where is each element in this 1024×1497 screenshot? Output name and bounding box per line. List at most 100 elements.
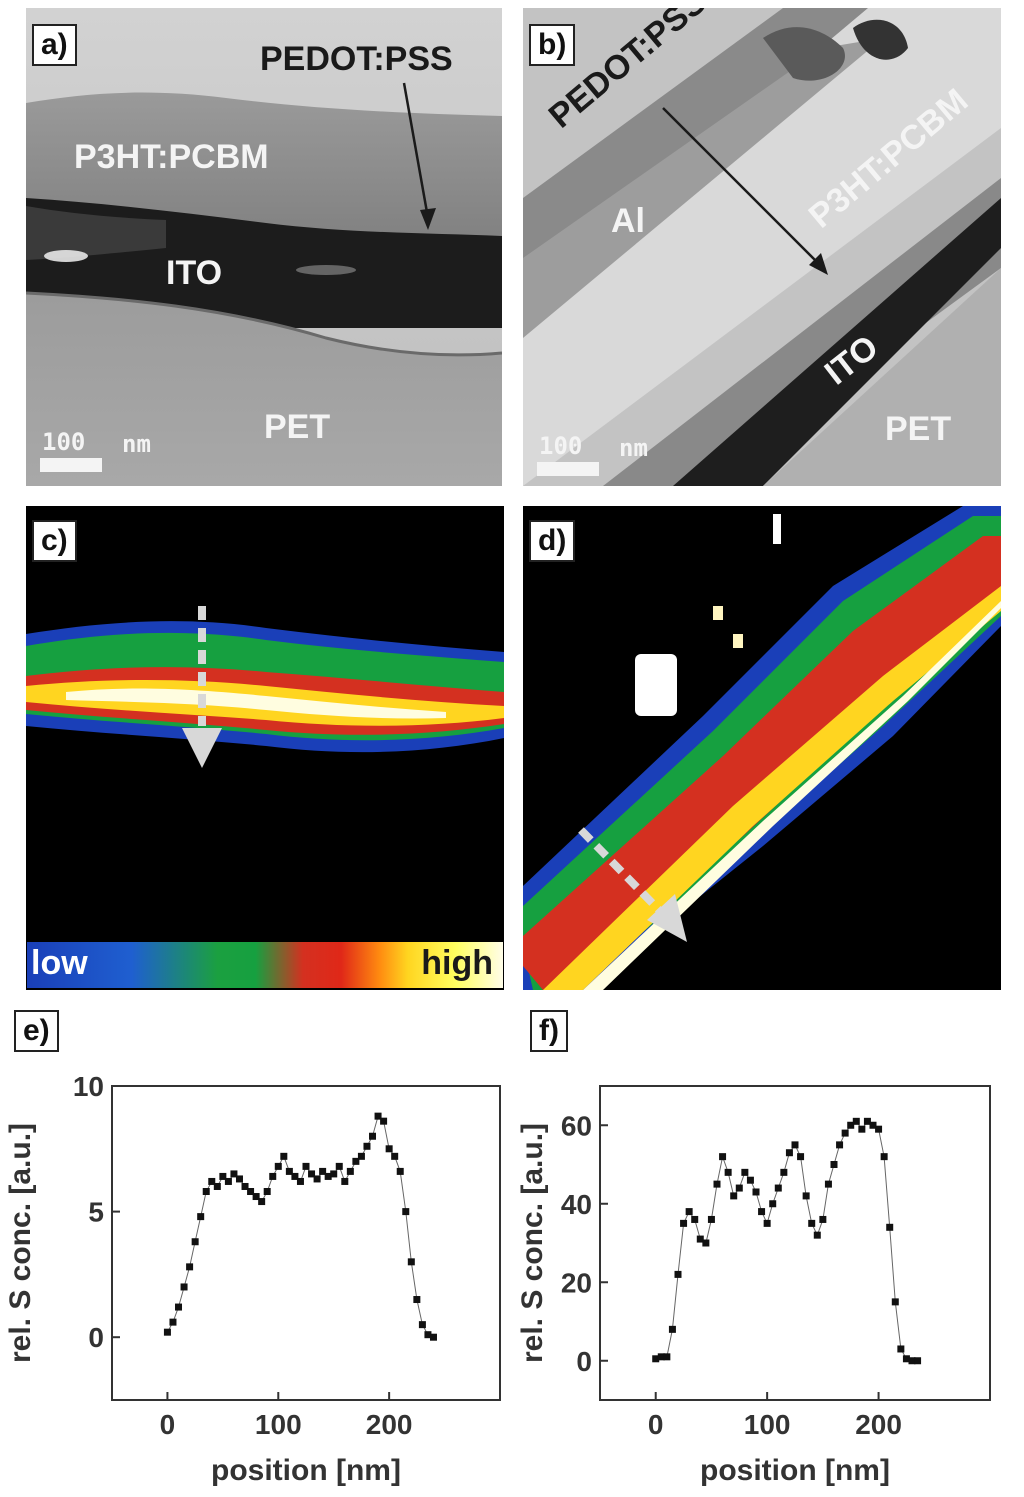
y-tick-label: 5 bbox=[88, 1197, 104, 1228]
y-tick-label: 10 bbox=[73, 1071, 104, 1102]
data-point bbox=[319, 1167, 327, 1175]
data-point bbox=[191, 1238, 199, 1246]
data-point bbox=[241, 1182, 249, 1190]
data-point bbox=[752, 1188, 760, 1196]
x-tick-label: 0 bbox=[648, 1409, 664, 1440]
sulfur-map-d bbox=[523, 506, 1001, 990]
data-point bbox=[235, 1175, 243, 1183]
data-point bbox=[897, 1345, 905, 1353]
pedot-pss-arrow-a bbox=[402, 82, 436, 230]
scale-bar-value-b: 100 bbox=[539, 432, 583, 460]
y-tick-label: 40 bbox=[561, 1189, 592, 1220]
panel-d-sulfur-map: d) bbox=[523, 506, 1001, 990]
data-point bbox=[797, 1153, 805, 1161]
data-point bbox=[269, 1172, 277, 1180]
data-point bbox=[769, 1200, 777, 1208]
tem-image-b bbox=[523, 8, 1001, 486]
data-point bbox=[785, 1149, 793, 1157]
data-point bbox=[424, 1331, 432, 1339]
data-point bbox=[274, 1162, 282, 1170]
data-point bbox=[808, 1219, 816, 1227]
data-point bbox=[852, 1117, 860, 1125]
data-point bbox=[841, 1129, 849, 1137]
data-point bbox=[863, 1117, 871, 1125]
data-series-line bbox=[655, 1120, 918, 1362]
data-point bbox=[324, 1172, 332, 1180]
data-point bbox=[380, 1117, 388, 1125]
data-point bbox=[707, 1215, 715, 1223]
data-point bbox=[730, 1192, 738, 1200]
chart-f-svg: 0 100 200 0 20 40 60 position [nm] rel. S conc. … bbox=[516, 1085, 991, 1487]
chart-e-svg: 0 100 200 0 5 10 position [nm] rel. S conc. [a.… bbox=[4, 1071, 501, 1487]
data-point bbox=[691, 1215, 699, 1223]
data-point bbox=[163, 1328, 171, 1336]
p3ht-pcbm-label-a: P3HT:PCBM bbox=[74, 138, 269, 176]
data-point bbox=[308, 1170, 316, 1178]
scale-bar-unit-a: nm bbox=[122, 430, 151, 458]
data-point bbox=[252, 1193, 260, 1201]
data-point bbox=[657, 1353, 665, 1361]
data-point bbox=[858, 1125, 866, 1133]
x-tick-label: 100 bbox=[744, 1409, 791, 1440]
data-point bbox=[791, 1141, 799, 1149]
data-point bbox=[875, 1125, 883, 1133]
data-point bbox=[296, 1177, 304, 1185]
data-point bbox=[914, 1357, 922, 1365]
plot-frame-e bbox=[111, 1085, 501, 1401]
scale-bar-value-a: 100 bbox=[42, 428, 86, 456]
panel-c-sulfur-map: c) bbox=[26, 506, 504, 990]
data-point bbox=[263, 1188, 271, 1196]
data-point bbox=[802, 1192, 810, 1200]
data-point bbox=[908, 1357, 916, 1365]
panel-b-label: b) bbox=[529, 24, 576, 66]
x-axis-label: position [nm] bbox=[211, 1454, 401, 1487]
scale-bar-b bbox=[537, 462, 599, 476]
scale-bar-unit-b: nm bbox=[619, 434, 648, 462]
data-point bbox=[330, 1170, 338, 1178]
data-point bbox=[763, 1219, 771, 1227]
data-point bbox=[418, 1321, 426, 1329]
data-point bbox=[713, 1180, 721, 1188]
data-point bbox=[719, 1153, 727, 1161]
data-point bbox=[352, 1157, 360, 1165]
sulfur-map-c bbox=[26, 606, 504, 768]
data-point bbox=[735, 1184, 743, 1192]
data-point bbox=[880, 1153, 888, 1161]
al-label-b: Al bbox=[611, 202, 645, 240]
x-tick-label: 200 bbox=[855, 1409, 902, 1440]
data-point bbox=[847, 1121, 855, 1129]
data-series-line bbox=[166, 1115, 434, 1338]
data-point bbox=[774, 1184, 782, 1192]
data-point bbox=[280, 1152, 288, 1160]
panel-d-label: d) bbox=[529, 520, 576, 562]
y-tick-label: 60 bbox=[561, 1110, 592, 1141]
data-point bbox=[724, 1168, 732, 1176]
data-point bbox=[830, 1161, 838, 1168]
ito-label-a: ITO bbox=[166, 254, 223, 292]
colorbar: low high bbox=[27, 942, 503, 988]
data-point bbox=[180, 1283, 188, 1291]
data-point bbox=[819, 1215, 827, 1223]
data-point bbox=[385, 1145, 393, 1153]
x-tick-label: 100 bbox=[255, 1409, 302, 1440]
data-point bbox=[219, 1172, 227, 1180]
data-point bbox=[702, 1239, 710, 1247]
data-point bbox=[663, 1353, 671, 1361]
x-tick-label: 200 bbox=[366, 1409, 413, 1440]
data-point bbox=[652, 1355, 660, 1363]
data-point bbox=[175, 1303, 183, 1311]
data-point bbox=[668, 1325, 676, 1333]
panel-a-label: a) bbox=[32, 24, 77, 66]
data-point bbox=[429, 1333, 437, 1341]
panel-f-label: f) bbox=[530, 1010, 568, 1052]
data-point bbox=[758, 1208, 766, 1216]
y-axis-label: rel. S conc. [a.u.] bbox=[516, 1123, 549, 1363]
data-point bbox=[230, 1170, 238, 1178]
pedot-pss-label-a: PEDOT:PSS bbox=[260, 40, 453, 78]
data-point bbox=[780, 1168, 788, 1176]
data-point bbox=[202, 1188, 210, 1196]
data-point bbox=[363, 1142, 371, 1150]
data-point bbox=[357, 1152, 365, 1160]
data-point bbox=[335, 1162, 343, 1170]
pet-label-a: PET bbox=[264, 408, 331, 446]
